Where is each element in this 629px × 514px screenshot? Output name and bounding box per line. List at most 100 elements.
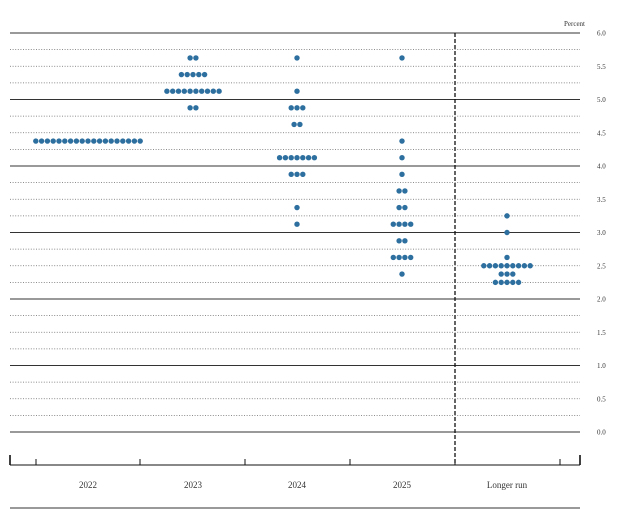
y-tick-label: 4.5 xyxy=(597,129,606,137)
y-tick-label: 6.0 xyxy=(597,30,606,38)
dot-point xyxy=(498,263,504,269)
y-tick-label: 2.0 xyxy=(597,296,606,304)
dot-point xyxy=(193,55,199,61)
y-tick-label: 0.5 xyxy=(597,395,606,403)
dot-point xyxy=(515,263,522,269)
dot-point xyxy=(408,221,414,227)
dot-point xyxy=(216,88,222,94)
dot-point xyxy=(210,88,216,94)
dot-point xyxy=(399,55,405,61)
dot-point xyxy=(527,263,533,269)
dot-point xyxy=(67,138,74,144)
dot-point xyxy=(288,105,294,111)
dot-point xyxy=(486,263,493,269)
dot-point xyxy=(402,221,408,227)
dot-point xyxy=(294,88,300,94)
dot-point xyxy=(288,171,294,178)
dot-point xyxy=(108,138,114,144)
dot-point xyxy=(399,171,405,178)
dot-point xyxy=(62,138,68,144)
dot-point xyxy=(181,88,187,94)
dot-point xyxy=(408,254,414,261)
dot-point xyxy=(96,138,103,144)
dot-point xyxy=(510,279,516,286)
y-tick-label: 4.0 xyxy=(597,163,606,171)
dot-point xyxy=(282,154,289,161)
dot-point xyxy=(85,138,91,144)
y-tick-label: 5.5 xyxy=(597,63,606,71)
y-tick-label: 3.5 xyxy=(597,196,606,204)
dot-point xyxy=(492,263,499,269)
dot-point xyxy=(402,238,408,244)
dot-point xyxy=(291,121,297,128)
dot-point xyxy=(38,138,45,144)
dot-point xyxy=(396,221,402,227)
dot-point xyxy=(276,154,283,161)
dot-point xyxy=(170,88,176,94)
dot-point xyxy=(399,271,405,277)
dot-point xyxy=(196,71,202,78)
dot-point xyxy=(297,121,303,128)
dot-point xyxy=(521,263,528,269)
x-axis: 2022 2023 2024 2025 Longer run xyxy=(9,455,581,490)
dot-point xyxy=(190,71,196,78)
dot-point xyxy=(481,263,487,269)
gridlines xyxy=(10,32,580,433)
dot-point xyxy=(187,55,193,61)
dot-point xyxy=(50,138,56,144)
dot-point xyxy=(33,138,39,144)
dot-point xyxy=(504,271,510,277)
dot-point xyxy=(294,171,300,178)
dot-point xyxy=(178,71,185,78)
dot-point xyxy=(390,254,396,261)
dot-point xyxy=(504,229,510,236)
y-tick-label: 1.5 xyxy=(597,329,606,337)
dot-point xyxy=(300,105,306,111)
dot-point xyxy=(187,88,193,94)
dot-point xyxy=(164,88,170,94)
dot-point xyxy=(102,138,109,144)
dot-point xyxy=(510,263,516,269)
dot-point xyxy=(56,138,62,144)
dot-point xyxy=(396,204,402,211)
dot-point xyxy=(294,204,300,211)
dot-point xyxy=(73,138,80,144)
dot-point xyxy=(515,279,522,286)
y-tick-label: 3.0 xyxy=(597,229,606,237)
y-axis-tick-labels: 6.0 5.5 5.0 4.5 4.0 3.5 3.0 2.5 2.0 1.5 1.0 0.5 0.0 xyxy=(597,30,606,437)
y-tick-label: 5.0 xyxy=(597,96,606,104)
dot-point xyxy=(114,138,120,144)
dot-point xyxy=(44,138,51,144)
dot-point xyxy=(187,105,193,111)
dot-point xyxy=(294,221,300,227)
dot-point xyxy=(305,154,312,161)
x-category-label: Longer run xyxy=(487,480,528,490)
dot-point xyxy=(504,263,510,269)
x-category-label: 2022 xyxy=(79,480,97,490)
x-category-label: 2023 xyxy=(184,480,203,490)
dot-point xyxy=(498,271,504,277)
y-axis-unit-label: Percent xyxy=(564,20,585,28)
dot-point xyxy=(294,55,300,61)
dot-point xyxy=(199,88,205,94)
dot-point xyxy=(137,138,143,144)
y-tick-label: 2.5 xyxy=(597,262,606,270)
dot-point xyxy=(390,221,396,227)
dot-point xyxy=(510,271,516,277)
dot-point xyxy=(300,171,306,178)
dot-markers xyxy=(33,55,533,286)
dot-point xyxy=(193,105,199,111)
dot-point xyxy=(402,204,408,211)
dot-point xyxy=(402,188,408,194)
dot-point xyxy=(131,138,138,144)
dot-point xyxy=(125,138,132,144)
y-tick-label: 0.0 xyxy=(597,429,606,437)
dot-point xyxy=(399,154,405,161)
dot-point xyxy=(498,279,504,286)
dot-point xyxy=(294,105,300,111)
dot-point xyxy=(504,254,510,261)
dot-point xyxy=(311,154,318,161)
dot-point xyxy=(204,88,211,94)
dot-point xyxy=(492,279,499,286)
